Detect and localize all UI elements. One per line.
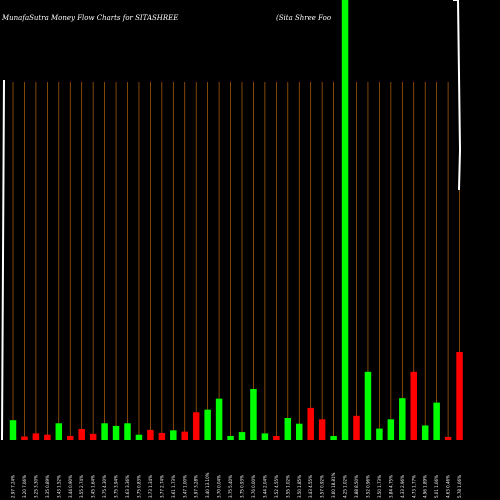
flow-bar	[32, 433, 40, 440]
x-tick-label: 3.70 0.04%	[217, 475, 222, 498]
flow-bar	[399, 398, 406, 440]
flow-bar	[204, 409, 211, 440]
x-tick-label: 3.75 0.93%	[240, 475, 245, 498]
x-tick-label: 5.01 1.06%	[434, 475, 439, 498]
x-tick-label: 3.75 5.40%	[228, 475, 233, 498]
flow-bar	[353, 415, 360, 440]
flow-bar	[364, 371, 372, 440]
flow-bar	[89, 433, 97, 440]
flow-bar	[55, 423, 63, 440]
flow-bar	[78, 429, 85, 440]
flow-bar	[341, 0, 349, 440]
x-tick-label: 3.52 4.55%	[274, 475, 279, 498]
x-tick-label: 4.25 1.02%	[343, 475, 348, 498]
flow-bar	[307, 407, 314, 440]
flow-bar	[170, 430, 177, 440]
chart-subtitle: (Sita Shree Foo	[276, 14, 331, 22]
x-tick-label: 3.35 0.89%	[45, 475, 50, 498]
flow-bar	[147, 429, 154, 440]
price-line-layer	[1, 0, 462, 441]
flow-bar	[456, 352, 463, 440]
x-tick-label: 3.63 3.36%	[125, 475, 130, 498]
x-tick-label: 3.43 4.55%	[308, 475, 313, 498]
x-tick-label: 4.63 0.46%	[446, 475, 451, 498]
x-tick-label: 5.78 1.06%	[457, 475, 462, 498]
x-tick-label: 3.97 3.28%	[194, 475, 199, 498]
flow-bar	[227, 436, 234, 440]
x-tick-label: 3.77 2.74%	[159, 475, 164, 498]
flow-bar	[21, 436, 28, 440]
flow-bar	[124, 423, 131, 440]
x-tick-label: 3.73 1.34%	[148, 475, 153, 498]
x-tick-label: 3.61 1.73%	[171, 475, 176, 498]
flow-bar	[376, 428, 383, 440]
flow-bar	[44, 434, 51, 440]
flow-bar	[330, 436, 337, 440]
x-tick-labels: 2.97 7.24% 3.20 7.06% 3.25 3.30% 3.35 0.89%…	[11, 472, 463, 498]
x-tick-label: 3.50 1.85%	[297, 475, 302, 498]
price-line-left	[1, 79, 5, 441]
x-tick-label: 4.33 2.96%	[400, 475, 405, 498]
x-tick-label: 3.55 1.02%	[285, 475, 290, 498]
x-tick-label: 3.20 7.06%	[22, 475, 27, 498]
x-tick-label: 3.43 1.52%	[56, 475, 61, 498]
x-tick-label: 3.45 1.64%	[91, 475, 96, 498]
flow-bar	[215, 398, 223, 440]
x-tick-label: 3.88 8.50%	[354, 475, 359, 498]
x-tick-label: 3.44 2.04%	[262, 475, 267, 498]
x-tick-label: 3.75 3.94%	[114, 475, 119, 498]
flow-bar	[112, 425, 120, 440]
flow-bar	[238, 432, 246, 440]
flow-bar	[410, 371, 417, 440]
grid-lines	[12, 82, 460, 440]
flow-bar	[284, 418, 292, 440]
bars	[9, 0, 463, 440]
flow-bar	[296, 423, 303, 440]
x-tick-label: 3.75 4.30%	[102, 475, 107, 498]
flow-bar	[101, 423, 108, 440]
flow-bar	[273, 436, 280, 440]
x-tick-label: 3.52 0.96%	[365, 475, 370, 498]
price-line-right	[453, 0, 462, 191]
x-tick-label: 3.47 1.00%	[182, 475, 187, 498]
x-tick-label: 3.84 4.75%	[388, 475, 393, 498]
x-tick-label: 3.44 0.90%	[68, 475, 73, 498]
flow-bar	[9, 420, 17, 440]
x-tick-label: 3.55 2.74%	[79, 475, 84, 498]
flow-bar	[67, 436, 74, 440]
x-tick-label: 4.96 1.89%	[423, 475, 428, 498]
flow-bar	[158, 432, 166, 440]
x-tick-label: 2.97 7.24%	[11, 475, 16, 498]
x-tick-label: 3.57 0.92%	[320, 475, 325, 498]
flow-bar	[444, 436, 452, 440]
flow-bar	[421, 425, 429, 440]
x-tick-label: 4.73 1.77%	[411, 475, 416, 498]
chart-title: MunafaSutra Money Flow Charts for SITASH…	[1, 14, 178, 22]
flow-bar	[318, 419, 326, 440]
x-tick-label: 3.40 13.10%	[205, 472, 210, 498]
x-tick-label: 3.75 0.83%	[136, 475, 141, 498]
flow-bar	[192, 412, 200, 440]
flow-bar	[433, 402, 440, 440]
flow-bar	[250, 388, 257, 440]
x-tick-label: 3.50 1.73%	[377, 475, 382, 498]
flow-bar	[181, 431, 188, 440]
x-tick-label: 3.60 18.81%	[331, 472, 336, 498]
flow-bar	[387, 419, 395, 440]
flow-bar	[135, 434, 143, 440]
x-tick-label: 3.76 0.00%	[251, 475, 256, 498]
flow-bar	[261, 433, 269, 440]
x-tick-label: 3.25 3.30%	[33, 475, 38, 498]
